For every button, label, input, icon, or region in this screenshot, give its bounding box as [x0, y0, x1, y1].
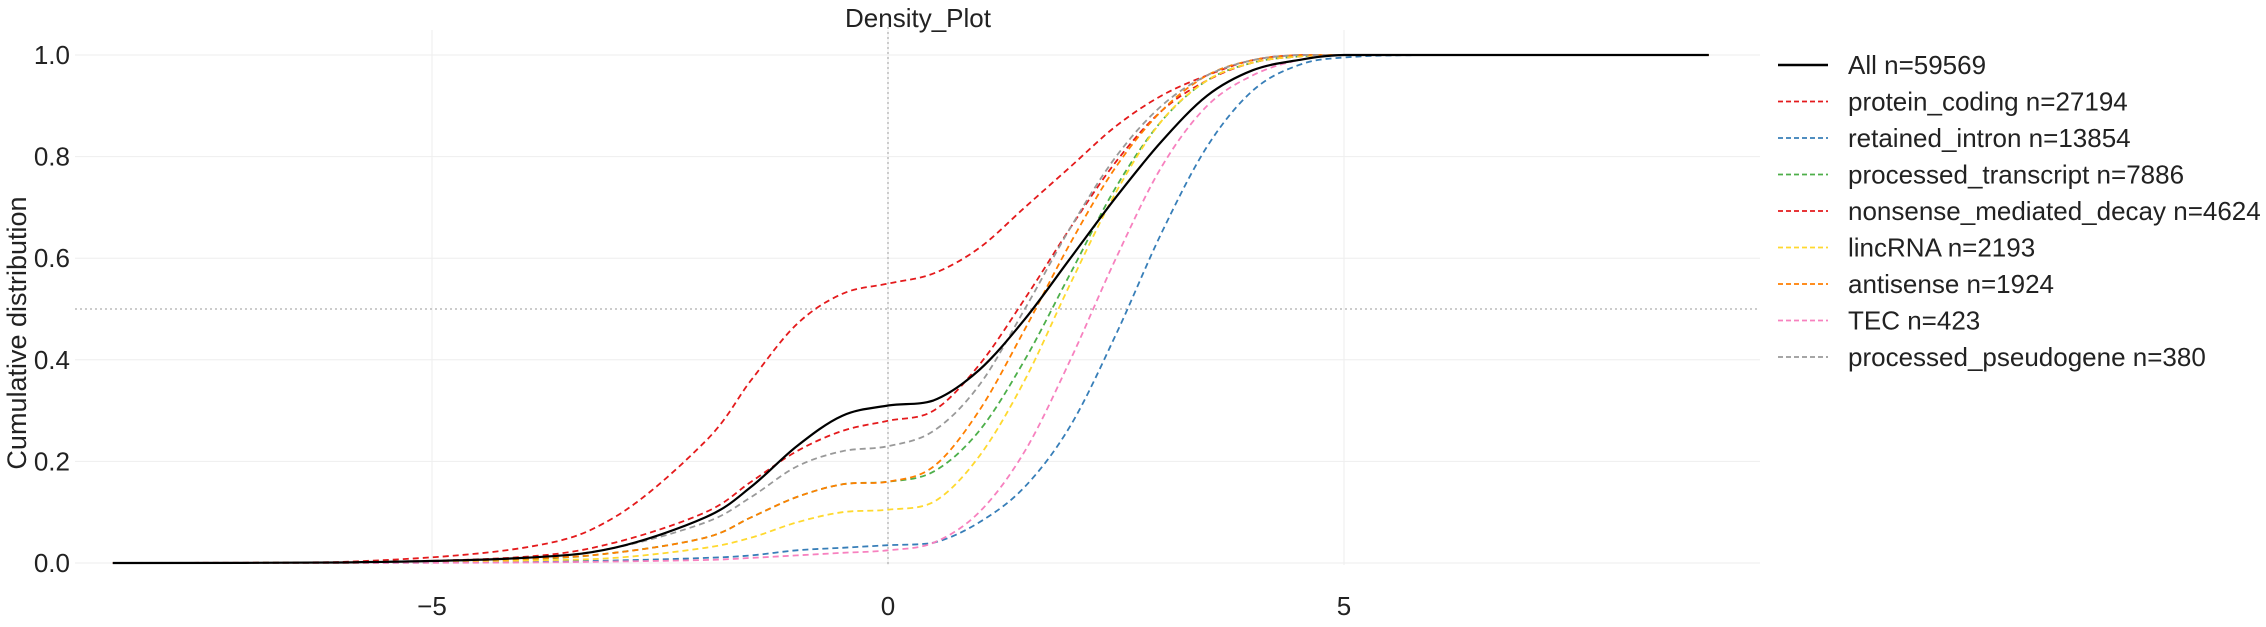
y-tick-label: 0.0 — [34, 548, 70, 578]
legend-label: TEC n=423 — [1848, 306, 1980, 336]
series-line-8 — [112, 54, 1709, 564]
y-axis-label: Cumulative distribution — [2, 196, 32, 469]
x-tick-label: 5 — [1337, 591, 1351, 621]
chart-title: Density_Plot — [845, 3, 992, 33]
x-axis-ticks: −5 0 5 — [417, 591, 1351, 621]
legend-label: retained_intron n=13854 — [1848, 123, 2131, 153]
series-line-0 — [112, 53, 1709, 565]
y-tick-label: 0.4 — [34, 345, 70, 375]
legend-label: processed_transcript n=7886 — [1848, 160, 2184, 190]
y-axis-ticks: 0.0 0.2 0.4 0.6 0.8 1.0 — [34, 40, 70, 578]
y-tick-label: 0.6 — [34, 243, 70, 273]
legend-label: nonsense_mediated_decay n=4624 — [1848, 196, 2261, 226]
series-lines — [112, 53, 1709, 565]
legend-label: lincRNA n=2193 — [1848, 233, 2035, 263]
legend: All n=59569 protein_coding n=27194 retaine… — [1778, 50, 2261, 372]
legend-label: processed_pseudogene n=380 — [1848, 342, 2206, 372]
series-line-3 — [112, 54, 1709, 564]
y-tick-label: 1.0 — [34, 40, 70, 70]
grid — [75, 30, 1760, 565]
y-tick-label: 0.8 — [34, 142, 70, 172]
legend-label: protein_coding n=27194 — [1848, 87, 2128, 117]
reference-lines — [75, 27, 1760, 565]
x-tick-label: −5 — [417, 591, 447, 621]
series-line-7 — [112, 54, 1709, 564]
legend-label: All n=59569 — [1848, 50, 1986, 80]
x-tick-label: 0 — [881, 591, 895, 621]
legend-label: antisense n=1924 — [1848, 269, 2054, 299]
series-line-5 — [112, 54, 1709, 564]
y-tick-label: 0.2 — [34, 446, 70, 476]
series-line-6 — [112, 54, 1709, 564]
